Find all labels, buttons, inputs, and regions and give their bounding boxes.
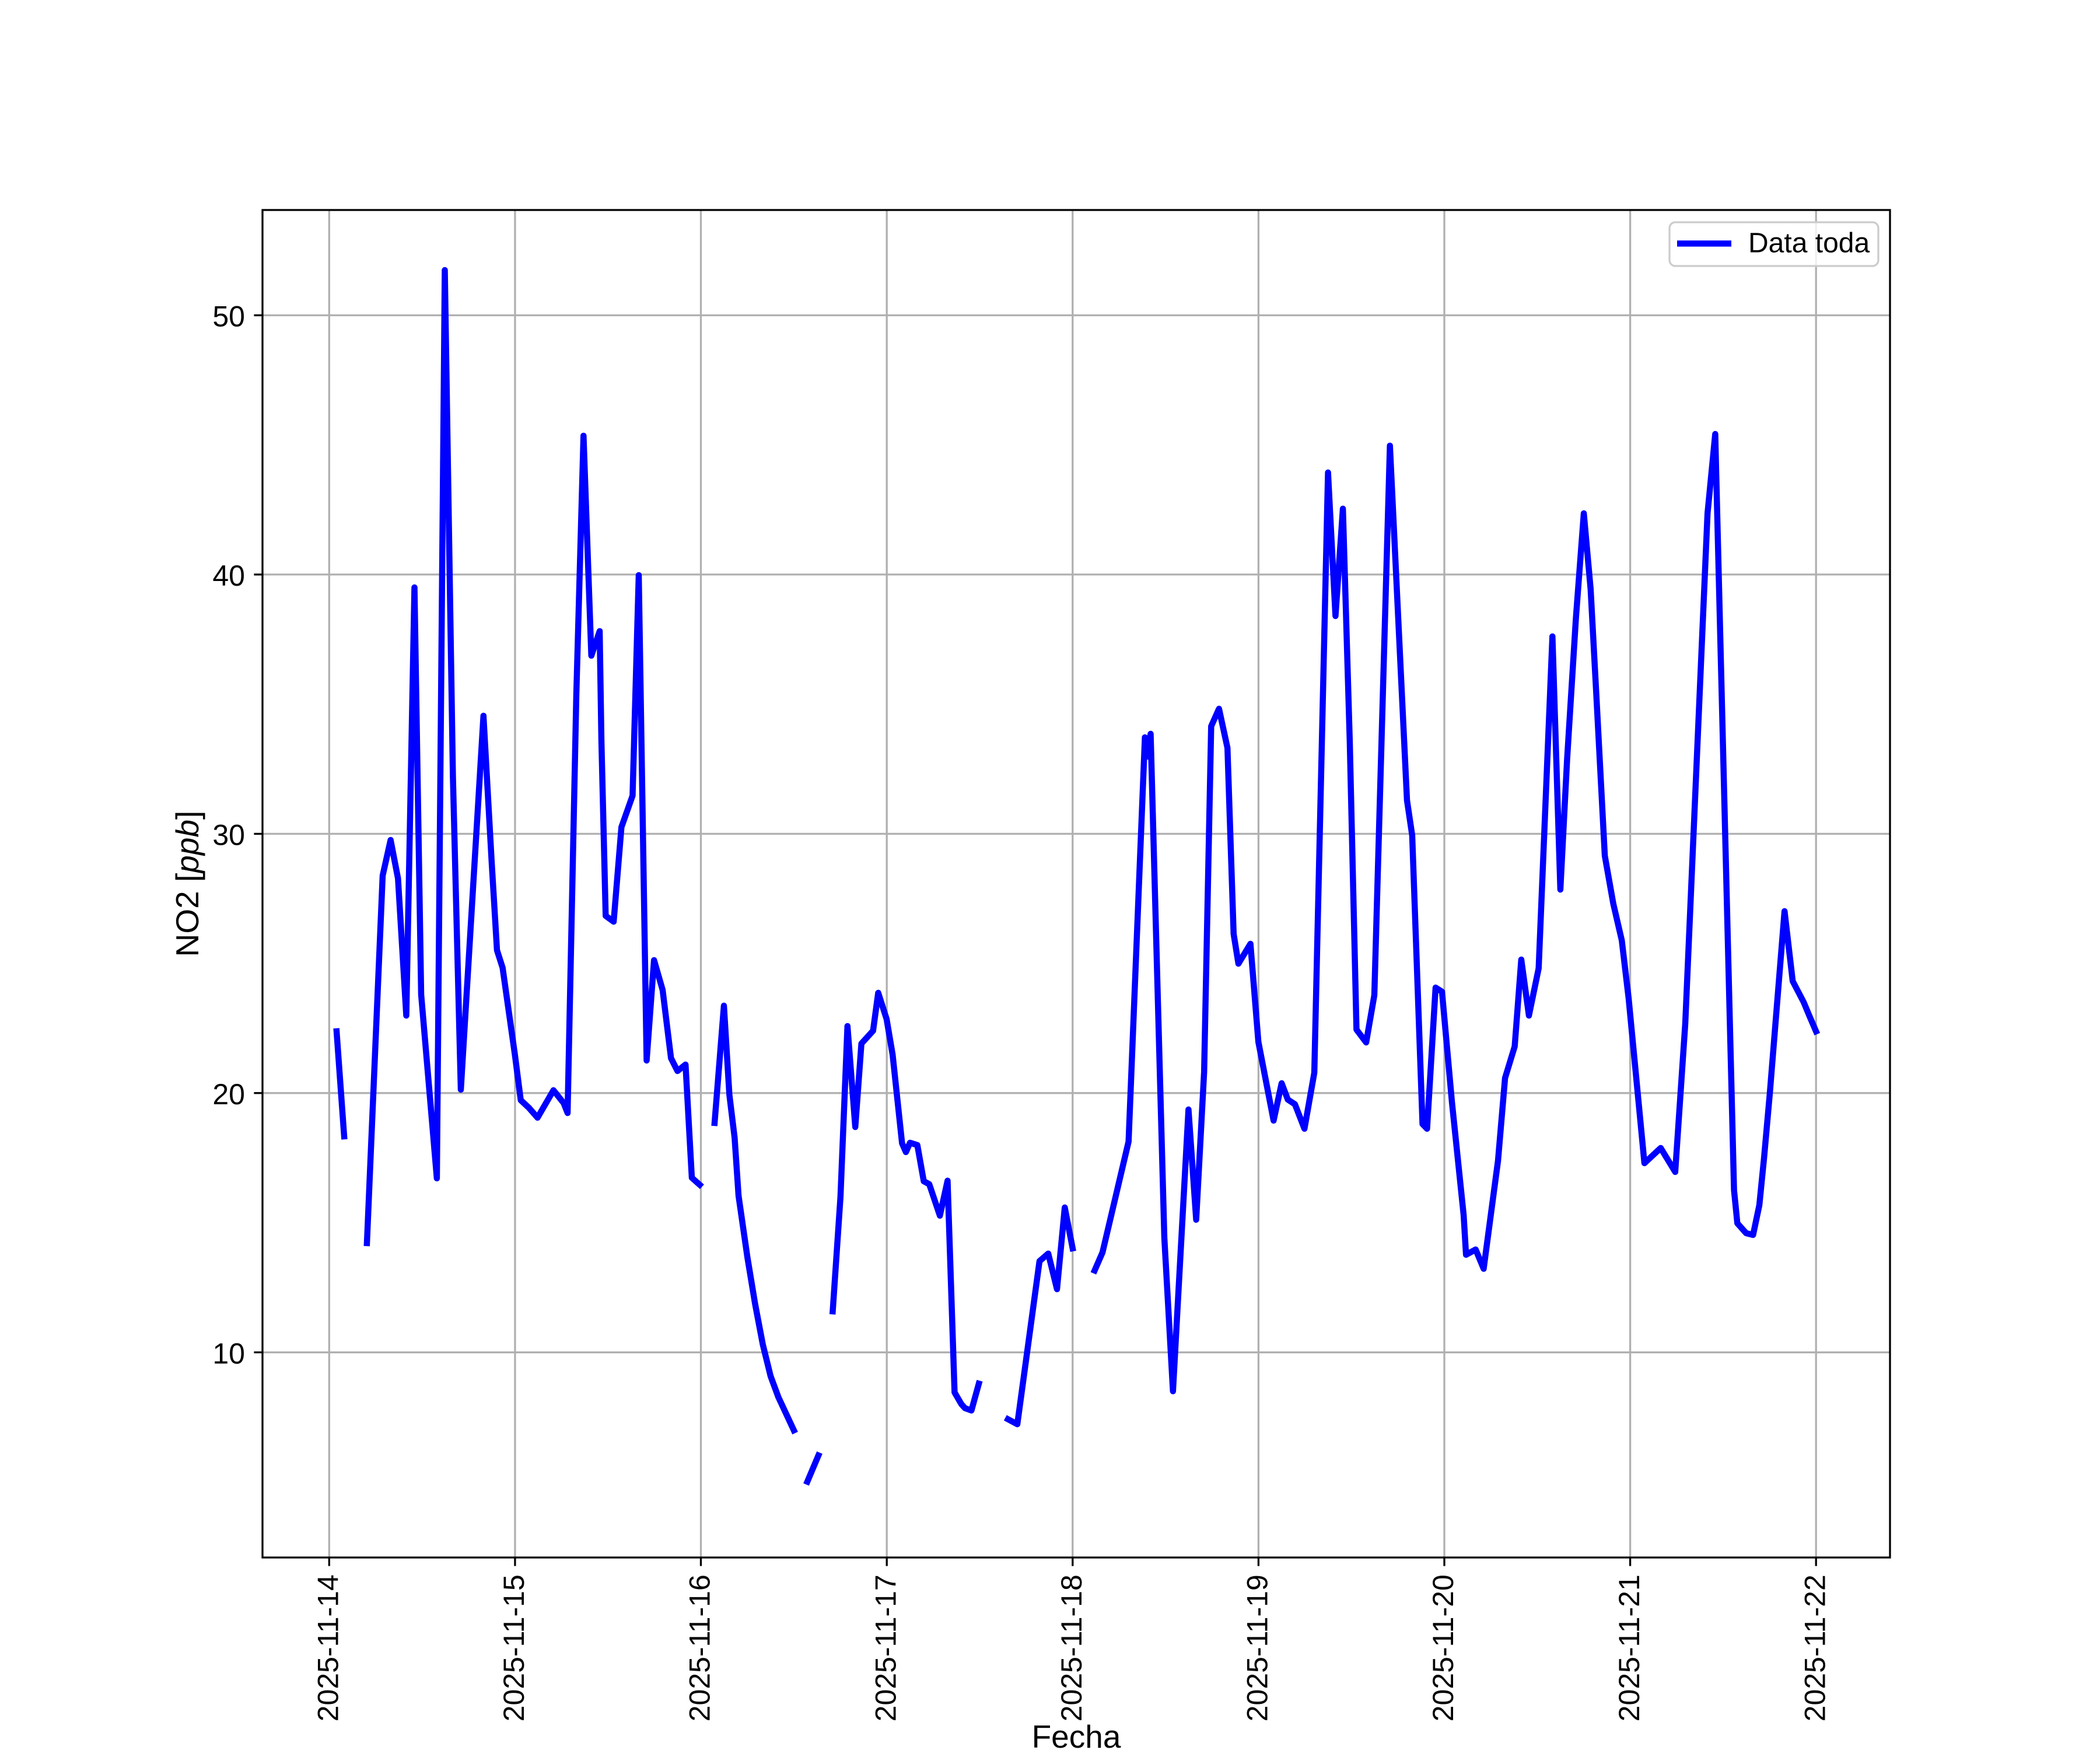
svg-text:NO2 [ppb]: NO2 [ppb] — [169, 811, 205, 957]
svg-text:2025-11-14: 2025-11-14 — [312, 1574, 345, 1721]
svg-text:20: 20 — [212, 1078, 245, 1111]
svg-text:2025-11-22: 2025-11-22 — [1798, 1574, 1831, 1721]
svg-text:2025-11-20: 2025-11-20 — [1427, 1574, 1460, 1721]
svg-text:50: 50 — [212, 300, 245, 333]
svg-text:2025-11-19: 2025-11-19 — [1241, 1574, 1274, 1721]
svg-text:2025-11-15: 2025-11-15 — [498, 1574, 530, 1721]
svg-text:Fecha: Fecha — [1032, 1718, 1121, 1750]
svg-text:40: 40 — [212, 559, 245, 592]
svg-text:30: 30 — [212, 819, 245, 852]
svg-text:2025-11-17: 2025-11-17 — [869, 1574, 902, 1721]
svg-text:2025-11-16: 2025-11-16 — [684, 1574, 716, 1721]
svg-text:2025-11-18: 2025-11-18 — [1055, 1574, 1088, 1721]
svg-text:2025-11-21: 2025-11-21 — [1613, 1574, 1646, 1721]
svg-text:10: 10 — [212, 1338, 245, 1370]
svg-text:Data toda: Data toda — [1748, 228, 1870, 259]
